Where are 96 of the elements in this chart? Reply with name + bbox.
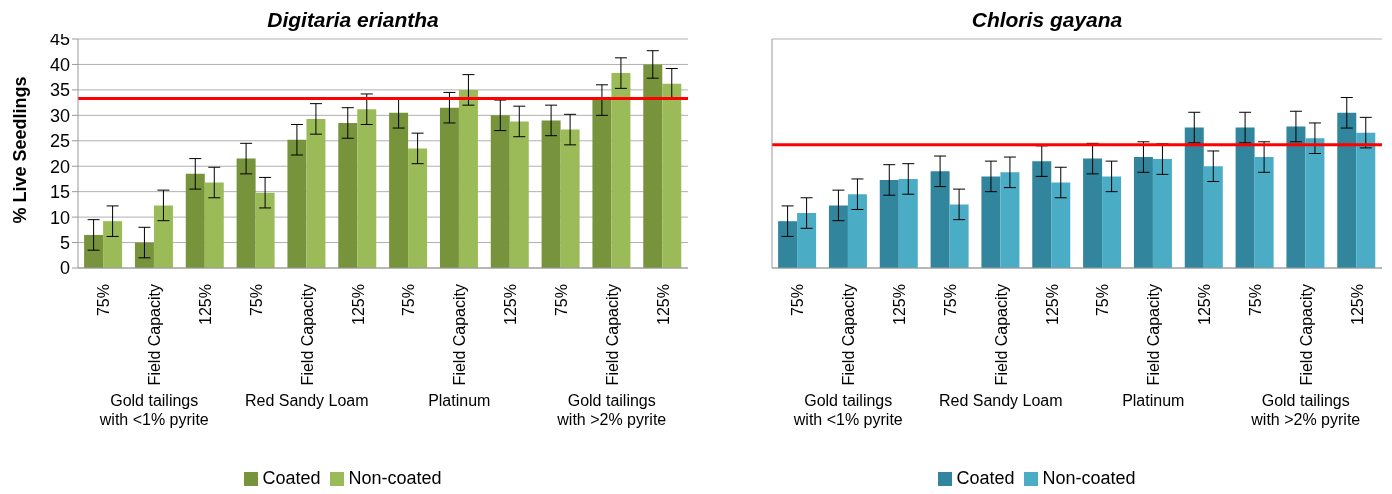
bar bbox=[255, 192, 275, 268]
x-tick-label: 75% bbox=[400, 284, 418, 317]
x-tick-label: 75% bbox=[1094, 284, 1112, 317]
bar bbox=[847, 194, 867, 268]
x-tick-label: Field Capacity bbox=[603, 284, 621, 386]
x-tick-label: 75% bbox=[552, 284, 570, 317]
bar bbox=[541, 120, 561, 268]
text: Gold tailings with <1% pyrite bbox=[792, 392, 903, 428]
bar bbox=[509, 121, 529, 268]
bar bbox=[236, 158, 256, 268]
bar bbox=[949, 204, 969, 268]
y-tick-label: 15 bbox=[49, 182, 70, 203]
x-tick-label: 75% bbox=[247, 284, 265, 317]
bar bbox=[1102, 176, 1122, 268]
x-tick-label: Field Capacity bbox=[992, 284, 1010, 386]
bar bbox=[338, 122, 358, 268]
bar bbox=[592, 100, 612, 268]
bar bbox=[898, 178, 918, 268]
x-tick-label: 75% bbox=[1246, 284, 1264, 317]
y-axis-title: % Live Seedlings bbox=[10, 76, 31, 224]
x-tick-label: 125% bbox=[654, 284, 672, 325]
x-tick-label: 125% bbox=[1043, 284, 1061, 325]
y-tick-label: 30 bbox=[49, 105, 70, 126]
bar bbox=[357, 109, 377, 268]
x-tick-label: Field Capacity bbox=[840, 284, 858, 386]
bar bbox=[84, 234, 104, 268]
bar bbox=[1083, 158, 1103, 268]
x-tick-label: 125% bbox=[502, 284, 520, 325]
x-tick-label: 125% bbox=[197, 284, 215, 325]
chart-title: Digitaria eriantha bbox=[267, 8, 439, 31]
legend-label: Non-coated bbox=[348, 468, 442, 488]
x-tick-label: 75% bbox=[941, 284, 959, 317]
x-tick-label: 125% bbox=[1196, 284, 1214, 325]
x-tick-label: Field Capacity bbox=[1297, 284, 1315, 386]
y-tick-label: 10 bbox=[49, 207, 70, 228]
bar bbox=[879, 179, 899, 268]
x-tick-label: 125% bbox=[349, 284, 367, 325]
text: Platinum bbox=[1122, 392, 1185, 409]
x-tick-label: 125% bbox=[1348, 284, 1366, 325]
bar bbox=[643, 64, 663, 268]
bar bbox=[1152, 159, 1172, 268]
bar bbox=[1337, 112, 1357, 268]
text: Platinum bbox=[428, 392, 491, 409]
text: Red Sandy Loam bbox=[244, 392, 369, 409]
bar bbox=[204, 182, 224, 268]
chart-title: Chloris gayana bbox=[970, 8, 1124, 33]
bar bbox=[1254, 157, 1274, 268]
bar bbox=[1286, 126, 1306, 268]
bar bbox=[458, 89, 478, 268]
bar bbox=[153, 205, 173, 268]
bar bbox=[981, 176, 1001, 268]
text: Gold tailings with >2% pyrite bbox=[1250, 392, 1361, 428]
bar bbox=[389, 112, 409, 268]
bar bbox=[490, 115, 510, 268]
y-tick-label: 20 bbox=[49, 156, 70, 177]
legend-label: Coated bbox=[262, 468, 321, 488]
y-tick-label: 35 bbox=[49, 80, 70, 101]
bar bbox=[1000, 172, 1020, 268]
bar bbox=[662, 83, 682, 268]
bar bbox=[1184, 127, 1204, 268]
bar bbox=[103, 221, 123, 268]
bar bbox=[408, 148, 428, 268]
bar bbox=[185, 173, 205, 268]
text: Red Sandy Loam bbox=[938, 392, 1063, 409]
x-tick-label: 75% bbox=[789, 284, 807, 317]
x-tick-label: 75% bbox=[95, 284, 113, 317]
y-tick-label: 25 bbox=[49, 131, 70, 152]
y-tick-label: 0 bbox=[59, 258, 70, 279]
bar bbox=[930, 171, 950, 268]
bar bbox=[134, 242, 154, 268]
y-tick-label: 5 bbox=[59, 232, 70, 253]
y-tick-label: 40 bbox=[49, 54, 70, 75]
bar bbox=[797, 213, 817, 268]
bar bbox=[1133, 157, 1153, 268]
bar bbox=[1051, 182, 1071, 268]
bar bbox=[287, 139, 307, 268]
x-tick-label: Field Capacity bbox=[146, 284, 164, 386]
x-tick-label: Field Capacity bbox=[1145, 284, 1163, 386]
bar bbox=[1356, 132, 1376, 268]
bar bbox=[560, 129, 580, 268]
x-tick-label: 125% bbox=[891, 284, 909, 325]
legend-label: Non-coated bbox=[1042, 468, 1136, 488]
bar bbox=[1235, 127, 1255, 268]
bar bbox=[778, 221, 798, 268]
x-tick-label: Field Capacity bbox=[451, 284, 469, 386]
x-tick-label: Field Capacity bbox=[298, 284, 316, 386]
text: Gold tailings with >2% pyrite bbox=[556, 392, 667, 428]
bar bbox=[306, 118, 326, 268]
bar bbox=[828, 205, 848, 268]
bar bbox=[439, 107, 459, 268]
bar bbox=[1305, 138, 1325, 268]
bar bbox=[611, 73, 631, 268]
legend-label: Coated bbox=[956, 468, 1015, 488]
bar bbox=[1032, 161, 1052, 268]
bar bbox=[1203, 166, 1223, 268]
text: Gold tailings with <1% pyrite bbox=[98, 392, 209, 428]
